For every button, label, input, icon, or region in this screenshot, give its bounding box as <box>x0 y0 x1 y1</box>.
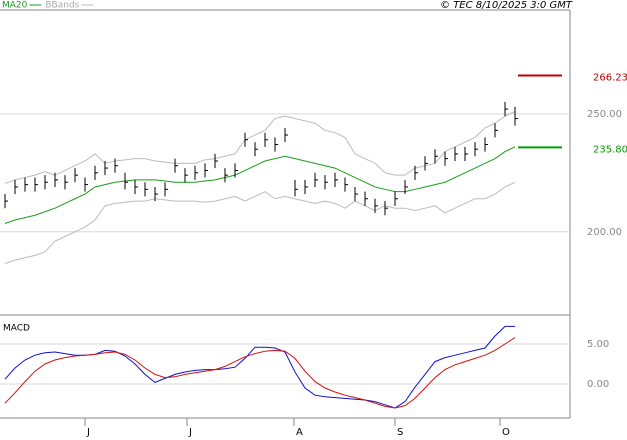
y-tick-label: 250.00 <box>587 109 622 120</box>
x-tick-label: S <box>397 427 403 438</box>
panel-title: MACD <box>3 324 30 334</box>
x-tick-label: A <box>296 427 303 438</box>
macd-line <box>4 337 516 409</box>
x-tick-label: J <box>188 427 192 438</box>
band-upper <box>4 111 516 184</box>
level-label: 266.23 <box>593 73 627 84</box>
legend-label: BBands <box>45 1 79 11</box>
x-tick-label: J <box>86 427 90 438</box>
source: © TEC 8/10/2025 3:0 GMT <box>440 0 573 11</box>
y-tick-label: 0.00 <box>587 379 609 390</box>
legend-label: MA20 <box>2 1 28 11</box>
ma-line <box>4 146 516 224</box>
y-tick-label: 200.00 <box>587 227 622 238</box>
band-lower <box>4 181 516 265</box>
level-label: 235.80 <box>593 144 627 155</box>
y-tick-label: 5.00 <box>587 339 609 350</box>
x-tick-label: O <box>502 427 510 438</box>
